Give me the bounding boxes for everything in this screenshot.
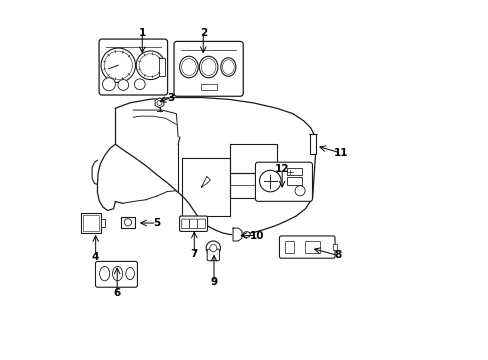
- FancyBboxPatch shape: [179, 216, 207, 231]
- Circle shape: [157, 100, 162, 105]
- FancyBboxPatch shape: [207, 249, 219, 261]
- Circle shape: [134, 79, 145, 90]
- Text: 1: 1: [139, 28, 145, 38]
- Bar: [332, 244, 336, 250]
- Bar: [83, 215, 99, 231]
- Bar: [121, 217, 135, 228]
- Circle shape: [118, 80, 128, 90]
- FancyBboxPatch shape: [174, 41, 243, 96]
- Ellipse shape: [100, 266, 109, 281]
- FancyBboxPatch shape: [189, 219, 197, 228]
- Bar: [286, 177, 301, 185]
- FancyBboxPatch shape: [197, 219, 205, 228]
- Text: 6: 6: [113, 288, 121, 298]
- Bar: [201, 84, 216, 90]
- Ellipse shape: [125, 267, 134, 280]
- Circle shape: [139, 54, 162, 77]
- Text: 11: 11: [333, 148, 348, 158]
- Circle shape: [206, 241, 220, 255]
- Ellipse shape: [179, 56, 198, 78]
- Circle shape: [259, 170, 281, 192]
- Text: 4: 4: [92, 252, 99, 262]
- Bar: [286, 168, 301, 175]
- Text: 10: 10: [249, 231, 264, 240]
- Ellipse shape: [199, 56, 218, 78]
- Text: 12: 12: [274, 164, 289, 174]
- Text: 9: 9: [210, 277, 217, 287]
- FancyBboxPatch shape: [95, 261, 137, 287]
- Text: 3: 3: [167, 93, 174, 103]
- Ellipse shape: [181, 59, 196, 76]
- Bar: [309, 134, 315, 154]
- Bar: [285, 241, 293, 253]
- Ellipse shape: [222, 60, 234, 74]
- Circle shape: [102, 78, 115, 91]
- Ellipse shape: [201, 59, 216, 76]
- FancyBboxPatch shape: [255, 162, 312, 201]
- Polygon shape: [155, 98, 163, 108]
- Bar: [159, 58, 164, 76]
- Ellipse shape: [221, 58, 235, 76]
- FancyBboxPatch shape: [182, 219, 189, 228]
- Text: 2: 2: [199, 28, 206, 38]
- Ellipse shape: [243, 231, 250, 237]
- Bar: [101, 220, 105, 226]
- Bar: [81, 213, 101, 233]
- Text: 5: 5: [153, 218, 160, 228]
- FancyBboxPatch shape: [99, 39, 167, 95]
- Circle shape: [101, 48, 135, 82]
- Text: 7: 7: [190, 248, 198, 258]
- Circle shape: [209, 244, 217, 252]
- Polygon shape: [233, 228, 242, 241]
- Circle shape: [294, 186, 305, 196]
- Bar: [305, 241, 319, 253]
- Circle shape: [136, 51, 164, 80]
- Circle shape: [104, 51, 132, 79]
- Circle shape: [124, 219, 131, 226]
- Text: 8: 8: [333, 250, 341, 260]
- Ellipse shape: [112, 266, 122, 281]
- FancyBboxPatch shape: [279, 236, 334, 258]
